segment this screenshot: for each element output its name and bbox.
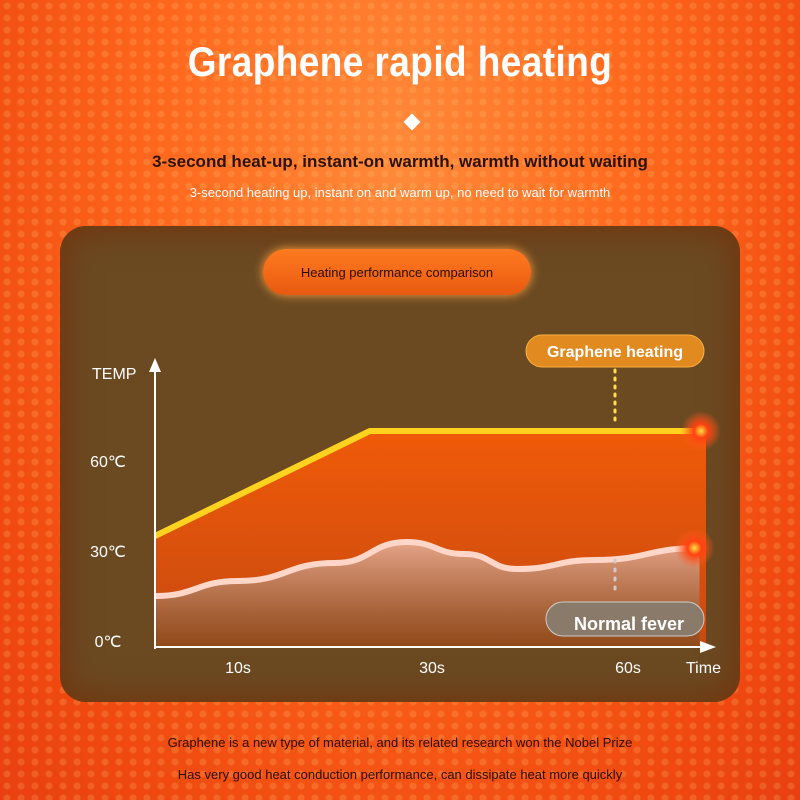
y-tick-label: 30℃ [90, 544, 126, 561]
x-tick-label: 30s [419, 660, 445, 677]
x-axis-arrow-icon [700, 641, 716, 653]
series-line-graphene [153, 428, 706, 539]
endpoint-glow-graphene [681, 411, 721, 451]
normal-label: Normal fever [545, 601, 705, 637]
footer-line-2: Has very good heat conduction performanc… [177, 767, 623, 782]
footer-line-1: Graphene is a new type of material, and … [167, 735, 633, 750]
x-tick-label: 60s [615, 660, 641, 677]
x-axis-label: Time [686, 660, 721, 677]
page-title: Graphene rapid heating [187, 38, 613, 85]
subtitle: 3-second heat-up, instant-on warmth, war… [152, 152, 648, 171]
x-tick-label: 10s [225, 660, 251, 677]
y-tick-label: 60℃ [90, 454, 126, 471]
y-axis-label: TEMP [92, 366, 136, 383]
graphene-label: Graphene heating [525, 334, 705, 368]
y-tick-label: 0℃ [95, 634, 122, 651]
series-line-normal [154, 539, 700, 599]
normal-label-text: Normal fever [574, 614, 684, 634]
endpoint-glow-normal [674, 528, 715, 568]
y-axis-arrow-icon [149, 358, 161, 372]
graphene-label-text: Graphene heating [547, 344, 683, 361]
panel-title: Heating performance comparison [263, 249, 531, 295]
subtitle-secondary: 3-second heating up, instant on and warm… [189, 185, 611, 200]
